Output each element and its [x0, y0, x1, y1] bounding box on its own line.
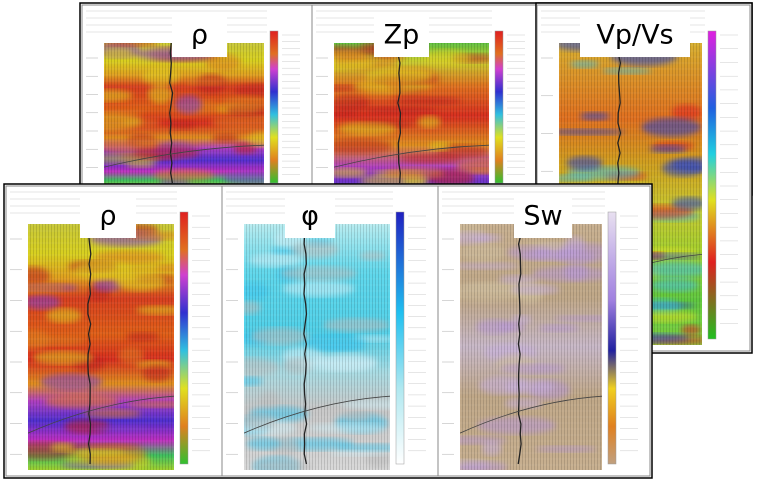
trace-overlay [460, 224, 602, 470]
colorbar [495, 31, 503, 183]
panel-label: Sw [523, 201, 562, 232]
trace-overlay [334, 43, 489, 189]
panel-label: ρ [191, 20, 208, 51]
panel-label: Zp [384, 20, 420, 51]
panel-label: Vp/Vs [596, 20, 673, 51]
texture [306, 41, 521, 189]
colorbar [180, 212, 188, 464]
bottom-row: ρ φ Sw [0, 184, 652, 478]
trace-overlay [28, 224, 174, 470]
panel-label: ρ [99, 201, 116, 232]
trace-overlay [104, 43, 264, 189]
colorbar [608, 212, 616, 464]
colorbar [396, 212, 404, 464]
colorbar [270, 31, 278, 183]
trace-overlay [244, 224, 390, 470]
figure: ρ Zp Vp/Vs ρ φ Sw [0, 0, 760, 482]
colorbar [708, 31, 716, 339]
panel-label: φ [301, 201, 319, 232]
texture [0, 219, 204, 471]
